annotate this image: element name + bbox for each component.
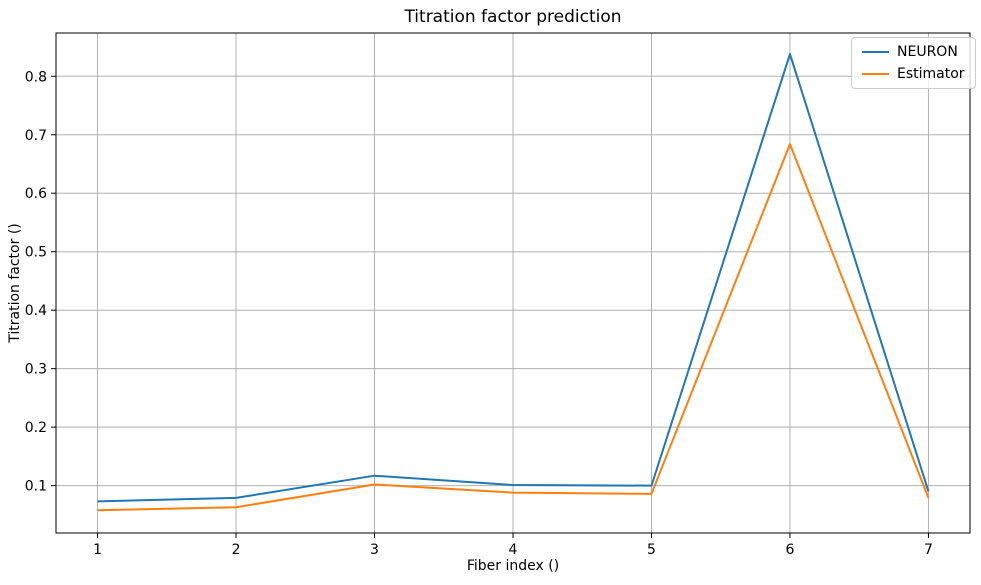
y-tick-label: 0.4 [25,303,47,319]
y-tick-label: 0.3 [25,362,47,378]
y-axis-label: Titration factor () [7,223,23,343]
x-tick-label: 7 [924,542,933,558]
series-line-neuron [97,53,930,503]
legend-line-sample-neuron [862,51,889,53]
y-tick-label: 0.1 [25,479,47,495]
legend-entry-estimator: Estimator [862,66,965,82]
legend-entry-neuron: NEURON [862,44,965,60]
legend: NEURON Estimator [851,37,976,89]
legend-label-estimator: Estimator [897,66,965,82]
x-tick-label: 6 [786,542,795,558]
y-tick-label: 0.2 [25,420,47,436]
x-tick-label: 2 [232,542,241,558]
y-tick-label: 0.7 [25,128,47,144]
y-tick-label: 0.6 [25,186,47,202]
x-tick-label: 5 [647,542,656,558]
y-tick-label: 0.5 [25,245,47,261]
series-line-estimator [97,143,930,512]
x-tick-label: 4 [509,542,518,558]
y-tick-label: 0.8 [25,69,47,85]
legend-label-neuron: NEURON [897,44,958,60]
x-axis-label: Fiber index () [466,558,560,574]
x-tick-label: 3 [370,542,379,558]
legend-line-sample-estimator [862,73,889,75]
x-tick-label: 1 [93,542,102,558]
chart-title: Titration factor prediction [404,7,622,27]
